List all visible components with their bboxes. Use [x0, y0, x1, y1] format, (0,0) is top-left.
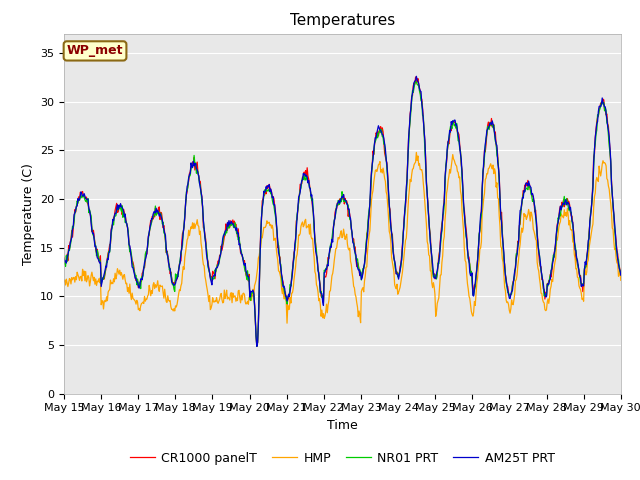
HMP — [60, 279, 68, 285]
X-axis label: Time: Time — [327, 419, 358, 432]
HMP — [127, 297, 135, 302]
AM25T PRT — [617, 272, 625, 278]
AM25T PRT — [413, 73, 420, 79]
CR1000 panelT — [617, 270, 625, 276]
Line: HMP: HMP — [64, 153, 621, 323]
HMP — [283, 320, 291, 326]
HMP — [214, 299, 221, 305]
AM25T PRT — [70, 212, 78, 218]
NR01 PRT — [413, 79, 420, 85]
AM25T PRT — [60, 256, 68, 262]
HMP — [184, 235, 192, 241]
Text: WP_met: WP_met — [67, 44, 124, 58]
HMP — [428, 280, 436, 286]
CR1000 panelT — [411, 82, 419, 87]
Y-axis label: Temperature (C): Temperature (C) — [22, 163, 35, 264]
NR01 PRT — [127, 251, 135, 257]
NR01 PRT — [617, 269, 625, 275]
NR01 PRT — [214, 262, 221, 268]
Line: NR01 PRT: NR01 PRT — [64, 82, 621, 347]
NR01 PRT — [60, 261, 68, 266]
CR1000 panelT — [184, 181, 192, 187]
HMP — [411, 160, 419, 166]
HMP — [70, 275, 78, 280]
NR01 PRT — [253, 344, 260, 349]
AM25T PRT — [127, 256, 135, 262]
CR1000 panelT — [428, 257, 436, 263]
HMP — [413, 150, 420, 156]
CR1000 panelT — [127, 252, 135, 258]
CR1000 panelT — [214, 262, 221, 267]
NR01 PRT — [70, 219, 78, 225]
AM25T PRT — [214, 264, 221, 270]
AM25T PRT — [184, 181, 192, 187]
AM25T PRT — [411, 78, 419, 84]
CR1000 panelT — [70, 216, 78, 222]
AM25T PRT — [428, 255, 436, 261]
CR1000 panelT — [253, 344, 260, 349]
AM25T PRT — [253, 344, 260, 349]
Line: AM25T PRT: AM25T PRT — [64, 76, 621, 347]
NR01 PRT — [428, 254, 436, 260]
NR01 PRT — [411, 81, 419, 86]
Legend: CR1000 panelT, HMP, NR01 PRT, AM25T PRT: CR1000 panelT, HMP, NR01 PRT, AM25T PRT — [125, 447, 560, 469]
Line: CR1000 panelT: CR1000 panelT — [64, 77, 621, 347]
CR1000 panelT — [412, 74, 419, 80]
NR01 PRT — [184, 184, 192, 190]
Title: Temperatures: Temperatures — [290, 13, 395, 28]
CR1000 panelT — [60, 254, 68, 260]
HMP — [617, 277, 625, 283]
